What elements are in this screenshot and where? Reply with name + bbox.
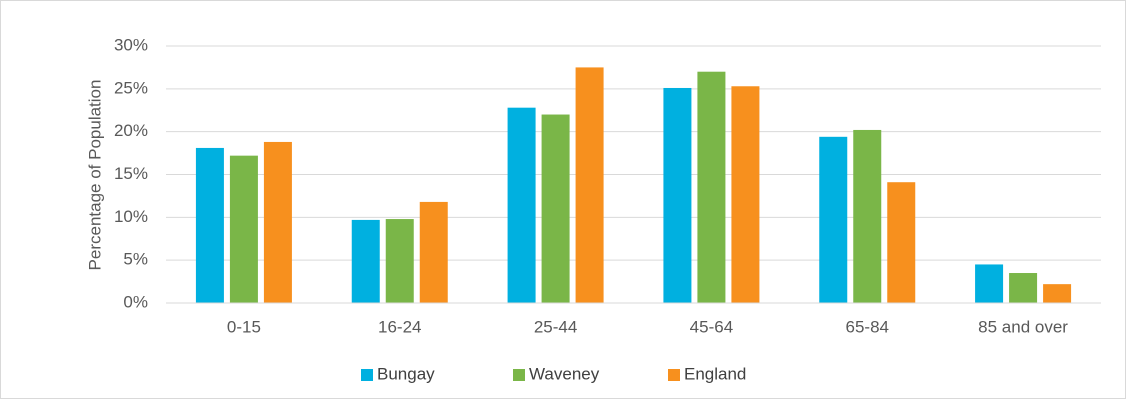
bar-england-4	[887, 182, 916, 303]
bar-england-3	[731, 86, 760, 303]
y-tick-label: 20%	[114, 121, 148, 140]
y-axis-label: Percentage of Population	[85, 80, 104, 271]
bar-england-1	[419, 201, 448, 303]
x-tick-label: 65-84	[846, 317, 889, 336]
x-tick-label: 85 and over	[978, 317, 1068, 336]
bar-bungay-0	[195, 147, 224, 303]
bar-bungay-2	[507, 107, 536, 304]
y-tick-label: 15%	[114, 164, 148, 183]
bar-bungay-5	[975, 264, 1004, 303]
bar-waveney-1	[385, 219, 414, 303]
legend-label-waveney: Waveney	[529, 364, 600, 383]
legend-label-england: England	[684, 364, 746, 383]
bar-waveney-2	[541, 114, 570, 304]
gridlines	[166, 45, 1101, 261]
bar-england-2	[575, 67, 604, 304]
x-axis-ticks: 0-15 16-24 25-44 45-64 65-84 85 and over	[227, 317, 1068, 336]
x-tick-label: 0-15	[227, 317, 261, 336]
y-tick-label: 30%	[114, 35, 148, 54]
bar-waveney-3	[697, 71, 726, 303]
bar-waveney-0	[229, 155, 258, 303]
x-tick-label: 16-24	[378, 317, 421, 336]
legend-label-bungay: Bungay	[377, 364, 435, 383]
bar-waveney-5	[1009, 273, 1038, 303]
y-tick-label: 5%	[123, 250, 148, 269]
bar-bungay-1	[351, 219, 380, 303]
y-tick-label: 10%	[114, 207, 148, 226]
x-tick-label: 45-64	[690, 317, 733, 336]
bars	[195, 67, 1072, 304]
bar-england-0	[263, 141, 292, 303]
legend-swatch-bungay	[361, 369, 373, 381]
y-axis-ticks: 0% 5% 10% 15% 20% 25% 30%	[114, 35, 148, 311]
bar-waveney-4	[853, 129, 882, 303]
legend-swatch-england	[668, 369, 680, 381]
x-tick-label: 25-44	[534, 317, 577, 336]
legend-swatch-waveney	[513, 369, 525, 381]
bar-bungay-4	[819, 136, 848, 303]
bar-bungay-3	[663, 87, 692, 303]
bar-england-5	[1043, 284, 1072, 303]
y-tick-label: 25%	[114, 78, 148, 97]
legend: Bungay Waveney England	[361, 364, 746, 383]
y-tick-label: 0%	[123, 292, 148, 311]
